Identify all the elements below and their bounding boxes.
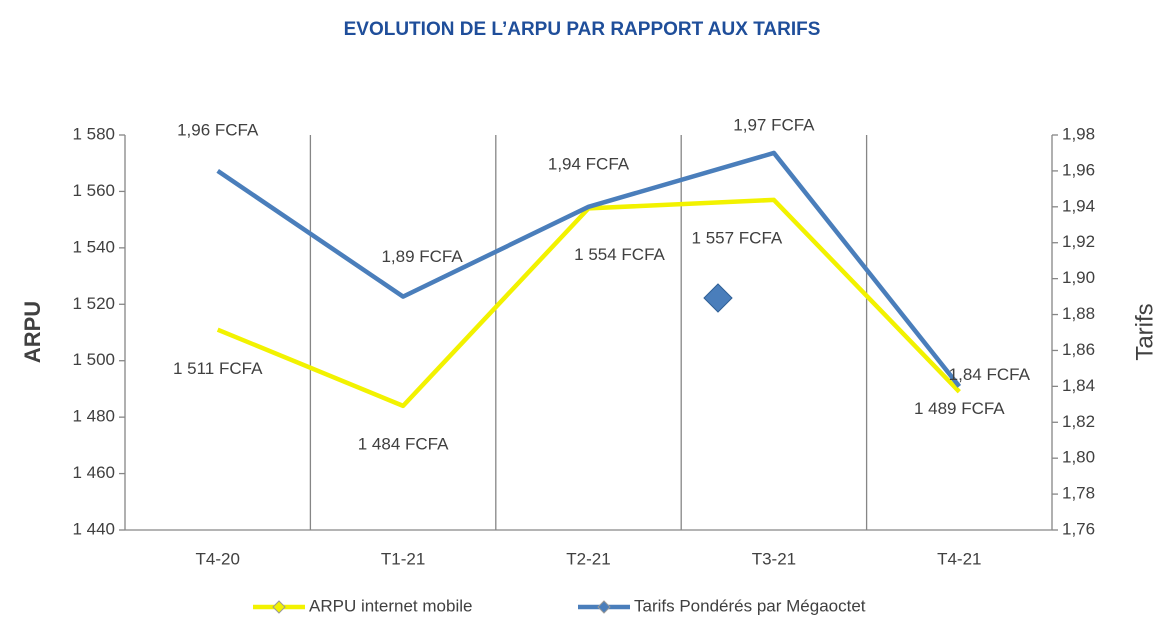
y2-tick-label: 1,88 [1062,304,1095,323]
y-tick-label: 1 540 [72,237,115,256]
data-label: 1,96 FCFA [177,120,259,139]
y2-tick-label: 1,86 [1062,340,1095,359]
series-line [216,150,962,388]
y2-tick-label: 1,80 [1062,448,1095,467]
x-tick-label: T3-21 [752,549,796,568]
y-tick-label: 1 500 [72,350,115,369]
y2-tick-label: 1,78 [1062,484,1095,503]
y-tick-label: 1 440 [72,519,115,538]
y2-tick-label: 1,94 [1062,196,1095,215]
x-tick-label: T4-20 [195,549,239,568]
chart-title: EVOLUTION DE L’ARPU PAR RAPPORT AUX TARI… [344,19,821,40]
legend-label: Tarifs Pondérés par Mégaoctet [634,596,866,615]
y-axis-label: ARPU [20,301,45,363]
y-tick-label: 1 520 [72,294,115,313]
stray-marker [703,283,733,313]
legend-marker [272,600,286,614]
x-tick-label: T2-21 [566,549,610,568]
legend-label: ARPU internet mobile [309,596,472,615]
data-label: 1 554 FCFA [574,245,665,264]
series-line [216,197,961,409]
y-tick-label: 1 460 [72,463,115,482]
y2-tick-label: 1,98 [1062,124,1095,143]
y-tick-label: 1 580 [72,124,115,143]
y2-tick-label: 1,84 [1062,376,1095,395]
data-label: 1,97 FCFA [733,115,815,134]
y-tick-label: 1 560 [72,181,115,200]
y2-axis-label: Tarifs [1131,303,1158,360]
data-label: 1,89 FCFA [381,247,463,266]
x-tick-label: T1-21 [381,549,425,568]
data-label: 1,94 FCFA [548,154,630,173]
legend-marker [597,600,611,614]
y2-tick-label: 1,76 [1062,519,1095,538]
y2-tick-label: 1,92 [1062,232,1095,251]
y2-tick-label: 1,82 [1062,412,1095,431]
data-label: 1 557 FCFA [692,228,783,247]
y2-tick-label: 1,96 [1062,160,1095,179]
x-tick-label: T4-21 [937,549,981,568]
data-label: 1 484 FCFA [358,434,449,453]
y2-tick-label: 1,90 [1062,268,1095,287]
data-label: 1 511 FCFA [173,359,263,378]
data-label: 1 489 FCFA [914,399,1005,418]
data-label: 1,84 FCFA [949,365,1031,384]
y-tick-label: 1 480 [72,407,115,426]
